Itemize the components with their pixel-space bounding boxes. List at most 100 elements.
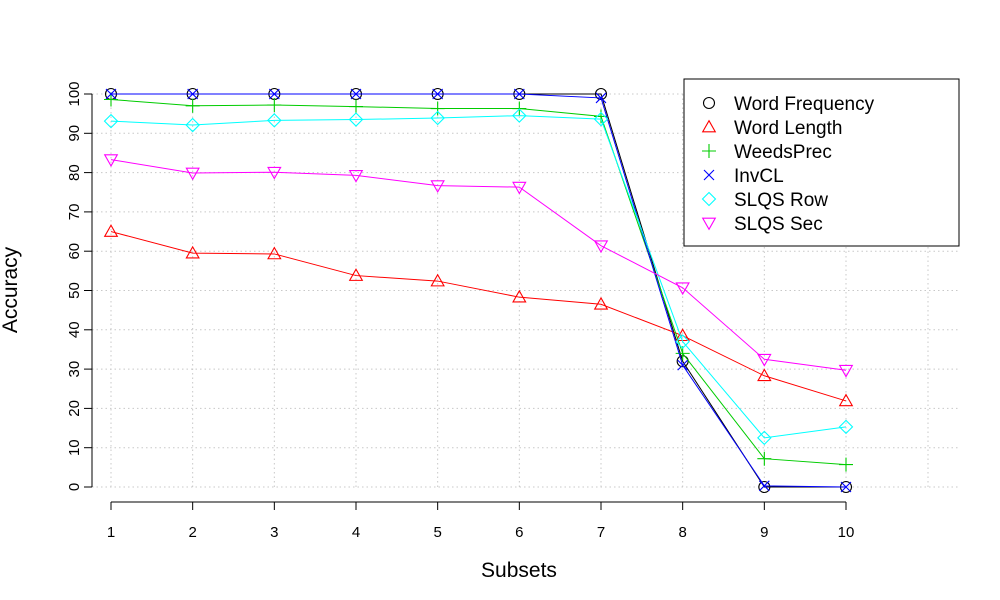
data-point-invcl	[187, 88, 199, 100]
data-point-invcl	[677, 359, 689, 371]
y-tick-label: 100	[66, 81, 83, 106]
legend-marker-slqs-row	[701, 191, 717, 207]
data-point-weedsprec	[839, 457, 853, 472]
data-point-slqs-row	[185, 117, 200, 133]
data-point-word-length	[757, 368, 772, 382]
x-tick-label: 8	[678, 524, 686, 541]
series-line-weedsprec	[110, 99, 847, 466]
data-point-word-length	[103, 224, 119, 237]
legend-label: WeedsPrec	[734, 142, 832, 163]
data-point-slqs-row	[838, 419, 854, 435]
data-point-slqs-sec	[430, 180, 445, 193]
series-invcl	[105, 88, 852, 493]
data-point-invcl	[513, 88, 525, 100]
x-tick-label: 5	[433, 524, 441, 541]
y-tick-label: 30	[66, 361, 83, 378]
y-tick-label: 50	[66, 282, 83, 299]
x-tick-label: 6	[515, 524, 523, 541]
series-word-length	[103, 224, 854, 407]
data-point-weedsprec	[104, 92, 118, 107]
data-point-weedsprec	[430, 101, 445, 116]
y-tick-label: 60	[66, 243, 83, 260]
x-tick-label: 1	[107, 524, 115, 541]
series-line-word-length	[110, 231, 847, 402]
series-line-slqs-sec	[110, 159, 847, 371]
data-point-slqs-row	[103, 113, 119, 129]
legend-label: Word Frequency	[734, 94, 875, 115]
data-point-slqs-sec	[512, 181, 527, 195]
data-point-slqs-row	[593, 111, 609, 127]
data-point-slqs-sec	[838, 364, 854, 378]
series-group	[103, 87, 854, 494]
legend-marker-weedsprec	[702, 144, 716, 158]
data-point-slqs-sec	[675, 282, 690, 296]
data-point-invcl	[350, 88, 362, 100]
y-tick-label: 80	[66, 164, 83, 181]
data-point-slqs-sec	[593, 240, 609, 254]
data-point-word-length	[593, 296, 609, 310]
x-tick-label: 4	[352, 524, 360, 541]
series-slqs-sec	[103, 154, 854, 378]
legend-marker-slqs-sec	[701, 217, 717, 231]
data-point-word-length	[348, 268, 364, 281]
data-point-word-length	[512, 289, 527, 303]
data-point-invcl	[432, 88, 444, 100]
data-point-word-frequency	[758, 480, 771, 494]
data-point-weedsprec	[185, 98, 200, 113]
legend-label: Word Length	[734, 118, 842, 139]
legend-item-word-frequency: Word Frequency	[702, 94, 875, 115]
legend-item-slqs-row: SLQS Row	[701, 190, 828, 211]
legend-label: SLQS Row	[734, 190, 828, 211]
y-tick-label: 70	[66, 204, 83, 221]
data-point-slqs-row	[757, 430, 772, 446]
legend-marker-invcl	[703, 169, 715, 181]
legend-item-weedsprec: WeedsPrec	[702, 142, 832, 163]
legend-item-slqs-sec: SLQS Sec	[701, 214, 823, 235]
data-point-slqs-row	[267, 113, 282, 128]
data-point-word-length	[430, 273, 445, 287]
y-tick-label: 0	[66, 483, 83, 491]
data-point-slqs-row	[512, 108, 527, 123]
x-tick-label: 9	[760, 524, 768, 541]
data-point-slqs-sec	[757, 353, 772, 367]
legend-box	[683, 78, 960, 247]
data-point-word-length	[267, 246, 282, 260]
x-tick-label: 3	[270, 524, 278, 541]
data-point-word-length	[185, 245, 200, 259]
data-point-invcl	[758, 480, 770, 492]
legend: Word Frequency Word Length WeedsPrec InvCL S…	[683, 78, 960, 247]
x-axis-title: Subsets	[481, 559, 557, 582]
data-point-weedsprec	[349, 99, 363, 114]
legend-item-word-length: Word Length	[701, 118, 842, 139]
series-slqs-row	[103, 108, 854, 446]
x-tick-label: 7	[597, 524, 605, 541]
data-point-slqs-row	[430, 110, 445, 126]
series-line-slqs-row	[110, 115, 847, 439]
data-point-slqs-row	[675, 334, 690, 349]
data-point-invcl	[595, 92, 607, 104]
series-line-invcl	[111, 93, 847, 488]
y-tick-label: 40	[66, 321, 83, 338]
y-tick-label: 10	[66, 439, 83, 456]
legend-label: InvCL	[734, 166, 784, 187]
y-tick-label: 20	[66, 400, 83, 417]
y-tick-group: 0 10 20 30 40 50 60 70 80 90 100	[66, 81, 92, 491]
data-point-invcl	[268, 88, 280, 100]
legend-marker-word-length	[701, 119, 717, 133]
x-tick-label: 2	[188, 524, 196, 541]
data-point-slqs-sec	[103, 154, 119, 168]
data-point-invcl	[105, 88, 117, 100]
legend-item-invcl: InvCL	[703, 166, 784, 187]
data-point-word-length	[838, 393, 854, 407]
y-axis-title: Accuracy	[0, 246, 22, 333]
data-point-weedsprec	[594, 109, 608, 124]
y-tick-label: 90	[66, 125, 83, 142]
x-tick-group: 1 2 3 4 5 6 7 8 9 10	[107, 502, 855, 541]
data-point-weedsprec	[757, 451, 772, 466]
data-point-slqs-row	[348, 112, 364, 127]
legend-marker-word-frequency	[702, 96, 716, 110]
data-point-slqs-sec	[267, 166, 282, 180]
x-tick-label: 10	[838, 524, 855, 541]
legend-label: SLQS Sec	[734, 214, 823, 235]
